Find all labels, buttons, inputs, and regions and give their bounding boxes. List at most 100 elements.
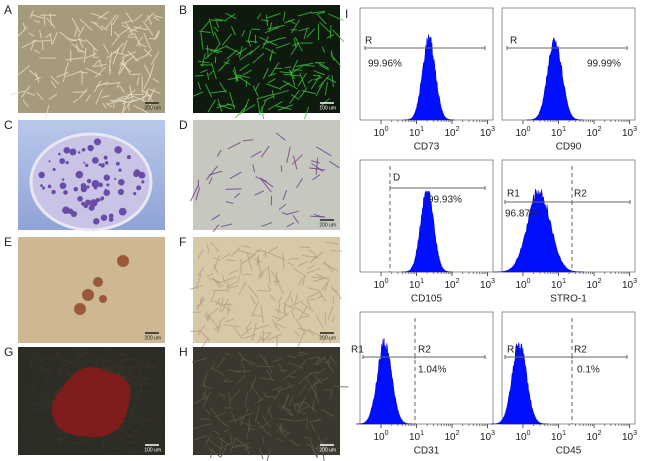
cell — [235, 437, 250, 449]
colony — [70, 210, 78, 218]
x-tick-label: 100 — [515, 430, 530, 443]
cell — [307, 78, 313, 84]
cell — [200, 20, 211, 32]
panel-label: F — [179, 235, 186, 249]
cell — [155, 31, 160, 39]
cell — [312, 276, 330, 283]
cell — [214, 18, 227, 22]
cell — [149, 88, 161, 95]
colony — [65, 161, 69, 165]
cell — [321, 443, 330, 455]
tick-base: 10 — [622, 128, 634, 139]
cell — [97, 11, 110, 20]
cell — [319, 22, 332, 34]
tick-exp: 3 — [633, 126, 637, 133]
cell — [219, 437, 223, 454]
cell — [220, 223, 233, 228]
colony — [85, 163, 89, 167]
colony — [86, 178, 92, 184]
cell — [306, 267, 321, 275]
cell — [219, 297, 224, 313]
tick-exp: 0 — [385, 278, 389, 285]
cell — [141, 89, 153, 98]
cell — [284, 409, 293, 417]
cell — [121, 55, 136, 66]
gate-percent: 96.87% — [505, 209, 539, 220]
cell — [192, 434, 208, 441]
cell — [213, 263, 219, 274]
cell — [270, 270, 280, 283]
gate-name: D — [393, 173, 400, 184]
cell — [122, 89, 136, 103]
cell — [311, 160, 320, 164]
cell — [100, 25, 108, 31]
cell — [298, 351, 305, 354]
cell — [199, 30, 211, 34]
cell — [72, 98, 79, 104]
cell — [217, 417, 229, 428]
cell — [262, 67, 269, 80]
tick-base: 10 — [622, 432, 634, 443]
cell — [325, 241, 339, 245]
cell — [43, 15, 46, 26]
cell — [308, 328, 315, 337]
colony — [59, 158, 66, 164]
cell — [323, 356, 331, 368]
cell — [326, 34, 335, 39]
cell — [288, 375, 297, 379]
cell — [286, 290, 292, 302]
cell — [114, 98, 123, 103]
nodule — [99, 295, 107, 303]
cell — [284, 66, 292, 69]
x-tick-label: 102 — [586, 430, 601, 443]
cell — [144, 64, 152, 78]
cell — [198, 329, 211, 342]
colony — [100, 196, 105, 201]
marker-label: CD45 — [556, 446, 582, 457]
cell — [212, 256, 221, 262]
cell — [330, 250, 342, 252]
cell — [279, 71, 291, 74]
panel-label: I — [345, 7, 348, 21]
cell — [318, 74, 330, 88]
cell — [262, 38, 280, 45]
cell — [104, 81, 121, 86]
texture — [118, 347, 142, 401]
cell — [199, 384, 213, 389]
cell — [313, 213, 324, 218]
cell — [127, 32, 135, 36]
cell — [252, 314, 263, 317]
cell — [329, 160, 340, 169]
cell — [213, 300, 221, 305]
cell — [30, 39, 36, 51]
cell — [137, 42, 147, 48]
x-tick-label: 103 — [480, 430, 495, 443]
cell — [290, 59, 299, 74]
cell — [105, 102, 113, 108]
cell — [254, 418, 267, 431]
cell — [142, 94, 152, 98]
cell — [317, 435, 324, 449]
cell — [282, 189, 288, 200]
cell — [253, 258, 263, 264]
x-tick-label: 103 — [622, 278, 637, 291]
cell — [227, 76, 243, 80]
tick-exp: 0 — [527, 430, 531, 437]
cell — [210, 90, 227, 94]
cell — [291, 154, 304, 165]
cell — [229, 91, 236, 110]
cell — [235, 76, 237, 83]
cell — [216, 149, 222, 157]
histogram — [403, 34, 455, 121]
x-tick-label: 103 — [622, 430, 637, 443]
x-tick-label: 100 — [373, 126, 388, 139]
cell — [246, 424, 250, 439]
tick-base: 10 — [373, 128, 385, 139]
cell — [295, 401, 307, 405]
tick-base: 10 — [480, 280, 492, 291]
cell — [271, 319, 278, 328]
tick-base: 10 — [409, 432, 421, 443]
colony — [51, 189, 56, 195]
cell — [296, 418, 308, 422]
